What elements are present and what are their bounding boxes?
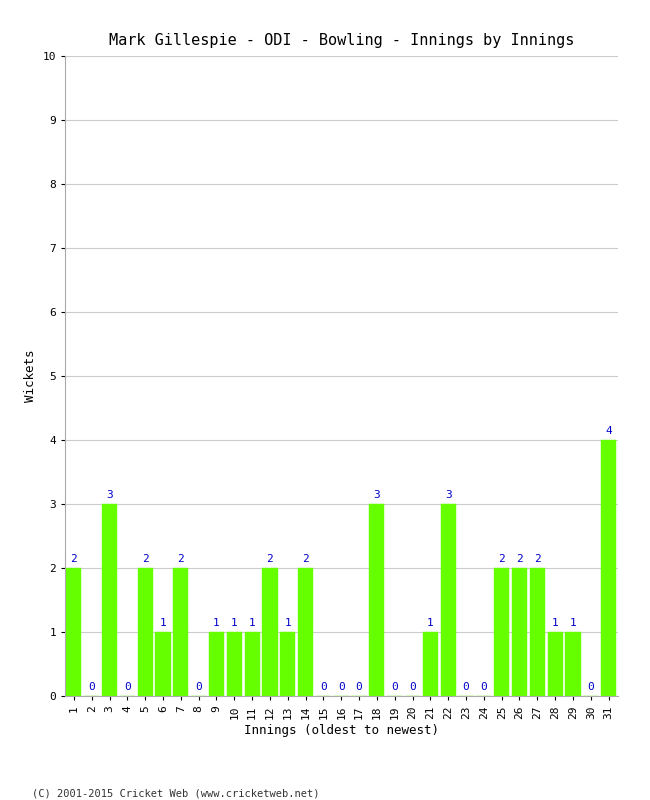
Bar (547, 632, 563, 696)
Text: 0: 0 (463, 682, 469, 691)
Text: 1: 1 (160, 618, 166, 627)
Text: 3: 3 (445, 490, 452, 499)
Bar (530, 568, 545, 696)
Text: 0: 0 (588, 682, 594, 691)
Bar (441, 504, 456, 696)
Bar (298, 568, 313, 696)
Text: 0: 0 (480, 682, 488, 691)
Y-axis label: Wickets: Wickets (24, 350, 37, 402)
Text: 1: 1 (427, 618, 434, 627)
Text: 0: 0 (409, 682, 416, 691)
Text: 2: 2 (534, 554, 541, 563)
Text: 1: 1 (213, 618, 220, 627)
Text: 2: 2 (302, 554, 309, 563)
X-axis label: Innings (oldest to newest): Innings (oldest to newest) (244, 724, 439, 737)
Bar (369, 504, 384, 696)
Bar (209, 632, 224, 696)
Text: 0: 0 (195, 682, 202, 691)
Text: 1: 1 (552, 618, 558, 627)
Bar (566, 632, 580, 696)
Bar (102, 504, 117, 696)
Text: 0: 0 (356, 682, 363, 691)
Text: 1: 1 (285, 618, 291, 627)
Bar (138, 568, 153, 696)
Bar (66, 568, 81, 696)
Bar (155, 632, 170, 696)
Text: 2: 2 (516, 554, 523, 563)
Text: 1: 1 (231, 618, 238, 627)
Bar (601, 440, 616, 696)
Bar (280, 632, 295, 696)
Text: 0: 0 (338, 682, 344, 691)
Text: (C) 2001-2015 Cricket Web (www.cricketweb.net): (C) 2001-2015 Cricket Web (www.cricketwe… (32, 788, 320, 798)
Bar (227, 632, 242, 696)
Text: 0: 0 (124, 682, 131, 691)
Text: 2: 2 (71, 554, 77, 563)
Text: 2: 2 (266, 554, 274, 563)
Bar (244, 632, 260, 696)
Text: 2: 2 (499, 554, 505, 563)
Text: 1: 1 (569, 618, 577, 627)
Text: 0: 0 (391, 682, 398, 691)
Text: 0: 0 (320, 682, 327, 691)
Bar (494, 568, 509, 696)
Bar (263, 568, 278, 696)
Text: 2: 2 (177, 554, 184, 563)
Bar (174, 568, 188, 696)
Title: Mark Gillespie - ODI - Bowling - Innings by Innings: Mark Gillespie - ODI - Bowling - Innings… (109, 33, 574, 48)
Text: 3: 3 (374, 490, 380, 499)
Bar (422, 632, 438, 696)
Text: 1: 1 (249, 618, 255, 627)
Text: 4: 4 (605, 426, 612, 435)
Text: 0: 0 (88, 682, 95, 691)
Text: 3: 3 (106, 490, 113, 499)
Text: 2: 2 (142, 554, 149, 563)
Bar (512, 568, 527, 696)
